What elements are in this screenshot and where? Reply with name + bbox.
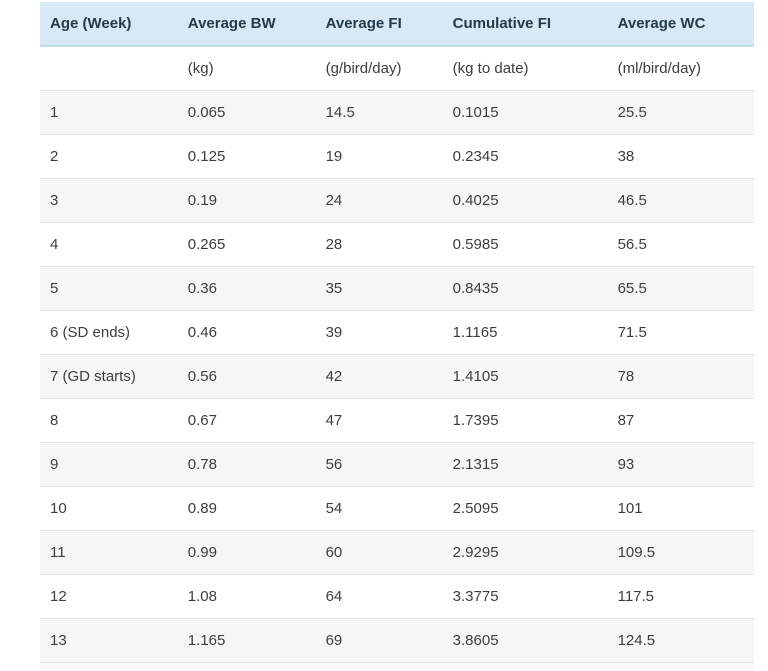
- table-cell: 1.4105: [452, 368, 499, 385]
- table-row: 2 0.125 19 0.2345 38: [40, 134, 754, 179]
- table-cell: 4: [50, 236, 59, 253]
- column-header-average-fi: Average FI: [315, 2, 443, 47]
- table-cell: 1.165: [187, 632, 226, 649]
- table-cell: 0.36: [187, 280, 217, 297]
- table-row: 6 (SD ends) 0.46 39 1.1165 71.5: [40, 310, 754, 355]
- table-row: 10 0.89 54 2.5095 101: [40, 486, 754, 531]
- cut-off-next-row: [40, 663, 754, 671]
- table-row: 3 0.19 24 0.4025 46.5: [40, 178, 754, 223]
- table-cell: 25.5: [617, 104, 647, 121]
- column-header-average-bw: Average BW: [177, 2, 316, 47]
- table-cell: 0.065: [187, 104, 226, 121]
- table-cell: 13: [50, 632, 67, 649]
- column-header-cumulative-fi: Cumulative FI: [442, 2, 608, 47]
- table-row: 8 0.67 47 1.7395 87: [40, 398, 754, 443]
- table-cell: 1.1165: [452, 324, 498, 341]
- table-cell: 64: [325, 588, 343, 605]
- table-cell: 54: [325, 500, 343, 517]
- header-row: Age (Week) Average BW Average FI Cumulat…: [40, 2, 754, 47]
- table-cell: 0.99: [187, 544, 217, 561]
- table-cell: 0.67: [187, 412, 217, 429]
- table-cell: 109.5: [617, 544, 656, 561]
- table-row: 4 0.265 28 0.5985 56.5: [40, 222, 754, 267]
- table-cell: 5: [50, 280, 59, 297]
- units-row: (kg) (g/bird/day) (kg to date) (ml/bird/…: [40, 46, 754, 91]
- table-row: 13 1.165 69 3.8605 124.5: [40, 618, 754, 663]
- table-cell: 9: [50, 456, 59, 473]
- table-cell: 93: [617, 456, 635, 473]
- table-row: 5 0.36 35 0.8435 65.5: [40, 266, 754, 311]
- table-cell: 42: [325, 368, 343, 385]
- table-cell: 0.8435: [452, 280, 499, 297]
- table-cell: 0.2345: [452, 148, 499, 165]
- unit-average-wc: (ml/bird/day): [607, 46, 754, 91]
- table-cell: 0.89: [187, 500, 217, 517]
- column-header-age-week: Age (Week): [40, 2, 178, 47]
- table-body: 1 0.065 14.5 0.1015 25.5 2 0.125 19 0.2345 38 3 0.1…: [40, 90, 754, 663]
- table-cell: 0.265: [187, 236, 226, 253]
- column-header-average-wc: Average WC: [607, 2, 754, 47]
- table-cell: 3: [50, 192, 59, 209]
- table-cell: 0.56: [187, 368, 217, 385]
- table-cell: 0.19: [187, 192, 217, 209]
- table-cell: 101: [617, 500, 643, 517]
- table-cell: 24: [325, 192, 343, 209]
- table-cell: 0.78: [187, 456, 217, 473]
- table-cell: 56.5: [617, 236, 647, 253]
- table-cell: 2: [50, 148, 59, 165]
- table-cell: 39: [325, 324, 343, 341]
- table-cell: 0.46: [187, 324, 217, 341]
- table-cell: 3.3775: [452, 588, 499, 605]
- table-cell: 124.5: [617, 632, 656, 649]
- feed-performance-table-container: Age (Week) Average BW Average FI Cumulat…: [40, 2, 754, 671]
- table-cell: 87: [617, 412, 635, 429]
- table-cell: 11: [50, 544, 66, 561]
- table-cell: 60: [325, 544, 343, 561]
- table-cell: 1.7395: [452, 412, 499, 429]
- table-cell: 28: [325, 236, 343, 253]
- table-cell: 10: [50, 500, 67, 517]
- table-row: 7 (GD starts) 0.56 42 1.4105 78: [40, 354, 754, 399]
- table-cell: 2.9295: [452, 544, 499, 561]
- table-cell: 69: [325, 632, 343, 649]
- table-cell: 3.8605: [452, 632, 499, 649]
- table-cell: 8: [50, 412, 59, 429]
- table-cell: 0.1015: [452, 104, 499, 121]
- unit-average-bw: (kg): [177, 46, 316, 91]
- table-cell: 71.5: [617, 324, 647, 341]
- table-cell: 14.5: [325, 104, 355, 121]
- table-cell: 56: [325, 456, 343, 473]
- table-cell: 78: [617, 368, 635, 385]
- table-cell: 1: [50, 104, 59, 121]
- table-cell: 35: [325, 280, 343, 297]
- feed-performance-table: Age (Week) Average BW Average FI Cumulat…: [40, 2, 754, 663]
- table-cell: 0.125: [187, 148, 226, 165]
- table-cell: 6 (SD ends): [50, 324, 131, 341]
- table-cell: 65.5: [617, 280, 647, 297]
- table-row: 9 0.78 56 2.1315 93: [40, 442, 754, 487]
- table-row: 1 0.065 14.5 0.1015 25.5: [40, 90, 754, 135]
- unit-average-fi: (g/bird/day): [315, 46, 443, 91]
- table-cell: 0.5985: [452, 236, 499, 253]
- table-cell: 2.1315: [452, 456, 499, 473]
- table-cell: 46.5: [617, 192, 647, 209]
- table-cell: 47: [325, 412, 343, 429]
- unit-cumulative-fi: (kg to date): [442, 46, 608, 91]
- table-cell: 19: [325, 148, 343, 165]
- table-cell: 12: [50, 588, 67, 605]
- table-cell: 0.4025: [452, 192, 499, 209]
- table-cell: 117.5: [617, 588, 655, 605]
- table-cell: 7 (GD starts): [50, 368, 136, 385]
- table-cell: 2.5095: [452, 500, 499, 517]
- table-cell: 38: [617, 148, 635, 165]
- table-row: 12 1.08 64 3.3775 117.5: [40, 574, 754, 619]
- table-row: 11 0.99 60 2.9295 109.5: [40, 530, 754, 575]
- unit-age-week: [40, 46, 178, 91]
- table-cell: 1.08: [187, 588, 217, 605]
